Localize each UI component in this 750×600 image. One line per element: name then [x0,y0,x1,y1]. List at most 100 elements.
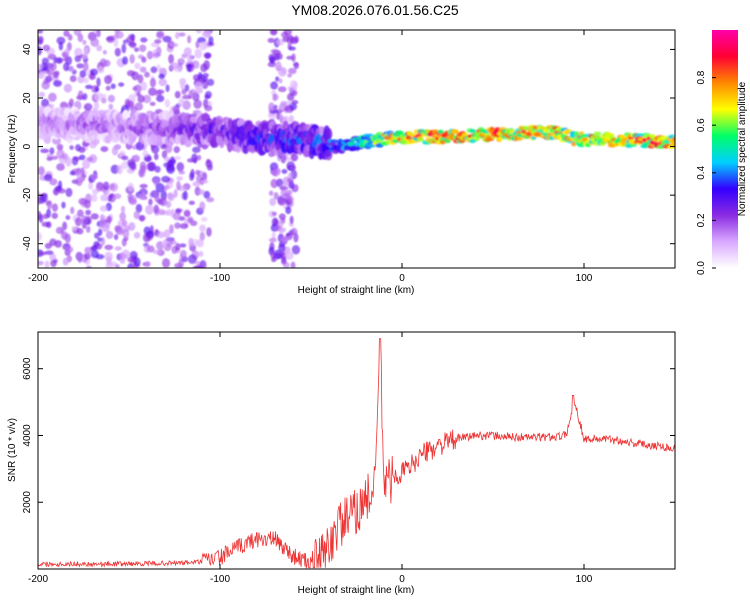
spectral-noise-blob [280,258,287,265]
spectral-noise-blob [38,91,46,98]
x-tick-label: 100 [576,574,593,585]
spectral-noise-blob [279,113,284,123]
spectral-noise-blob [138,215,146,222]
y-tick-label: 2000 [22,491,33,514]
spectral-noise-blob [54,240,62,248]
spectral-noise-blob [46,153,53,158]
spectral-ridge-blob [468,138,477,144]
spectral-noise-blob [156,231,166,239]
x-tick-label: -200 [28,273,48,284]
spectral-noise-blob [284,251,294,260]
spectral-noise-blob [47,53,57,60]
spectral-noise-blob [133,154,141,163]
spectral-noise-blob [139,66,147,73]
y-tick-label: 4000 [22,424,33,447]
spectral-noise-blob [150,66,158,74]
spectral-noise-blob [121,161,129,170]
spectral-noise-blob [270,30,278,36]
spectral-noise-blob [289,215,294,224]
spectral-noise-blob [101,223,110,232]
spectral-noise-blob [139,44,147,53]
spectral-noise-blob [38,166,45,176]
spectral-noise-blob [270,178,279,189]
spectral-noise-blob [206,227,212,237]
spectral-noise-blob [291,100,299,105]
spectral-noise-blob [172,105,180,113]
spectral-noise-blob [40,193,48,203]
spectral-noise-blob [120,205,126,213]
spectral-noise-blob [95,181,104,192]
spectral-noise-blob [293,81,298,90]
spectral-noise-blob [121,155,129,161]
spectral-ridge-blob [324,149,332,158]
spectral-noise-blob [45,250,54,256]
spectral-ridge-blob [397,130,404,135]
spectral-noise-blob [38,30,44,34]
spectral-noise-blob [133,231,141,239]
spectral-noise-blob [195,40,200,49]
spectral-noise-blob [281,169,288,174]
spectral-noise-blob [56,36,66,45]
spectral-noise-blob [40,62,48,73]
spectral-noise-blob [109,182,119,192]
spectral-noise-blob [139,183,148,189]
spectral-noise-blob [272,93,278,102]
spectral-noise-blob [77,258,83,263]
spectral-noise-blob [129,251,138,260]
spectral-noise-blob [158,78,168,87]
spectral-noise-blob [270,81,279,90]
spectral-noise-blob [63,83,73,93]
spectral-noise-blob [189,89,196,96]
spectral-noise-blob [275,76,280,82]
spectral-noise-blob [173,189,178,198]
spectral-noise-blob [65,187,73,197]
spectral-noise-blob [106,215,112,224]
snr-panel: -200 -100 0 100 2000 4000 6000 Height of stra… [7,331,676,596]
spectral-noise-blob [119,212,127,221]
spectral-ridge-blob [96,133,103,141]
spectral-noise-blob [38,251,47,256]
spectral-noise-blob [58,41,64,51]
spectral-noise-blob [49,178,58,186]
spectral-noise-blob [52,71,59,79]
spectral-noise-blob [118,82,125,87]
spectral-noise-blob [57,188,66,194]
spectral-noise-blob [108,103,114,111]
spectral-noise-blob [267,37,275,43]
spectral-noise-blob [127,159,136,167]
spectral-noise-blob [64,246,74,253]
spectral-noise-blob [90,194,98,202]
spectral-noise-blob [163,162,170,168]
spectral-noise-blob [195,169,201,176]
spectral-noise-blob [115,226,125,236]
spectral-ridge-blob [431,133,438,139]
spectral-noise-blob [96,30,101,38]
spectral-noise-blob [50,259,57,268]
spectral-ridge-blob [122,110,130,119]
y-tick-label: 40 [22,43,33,55]
spectral-noise-blob [89,68,99,76]
spectral-noise-blob [197,154,202,161]
spectral-noise-blob [100,237,106,246]
spectral-noise-blob [49,253,57,261]
spectral-noise-blob [175,242,181,251]
spectral-noise-blob [182,190,188,201]
spectral-ridge-blob [417,137,425,143]
spectrogram-x-ticks: -200 -100 0 100 [28,30,593,284]
spectral-noise-blob [286,178,294,183]
spectral-noise-blob [287,73,293,78]
spectral-noise-blob [287,172,293,180]
y-tick-label: -20 [22,187,33,202]
spectral-noise-blob [291,245,301,255]
spectral-noise-blob [82,39,87,45]
colorbar: 0.0 0.2 0.4 0.6 0.8 Normalized spectral ampl… [696,30,748,275]
spectral-noise-blob [183,209,191,217]
spectral-noise-blob [280,100,287,106]
spectral-noise-blob [291,53,296,62]
spectral-noise-blob [280,236,290,242]
spectral-noise-blob [178,170,186,175]
snr-x-ticks: -200 -100 0 100 [28,332,593,585]
spectral-noise-blob [46,66,54,77]
spectral-noise-blob [187,254,197,265]
